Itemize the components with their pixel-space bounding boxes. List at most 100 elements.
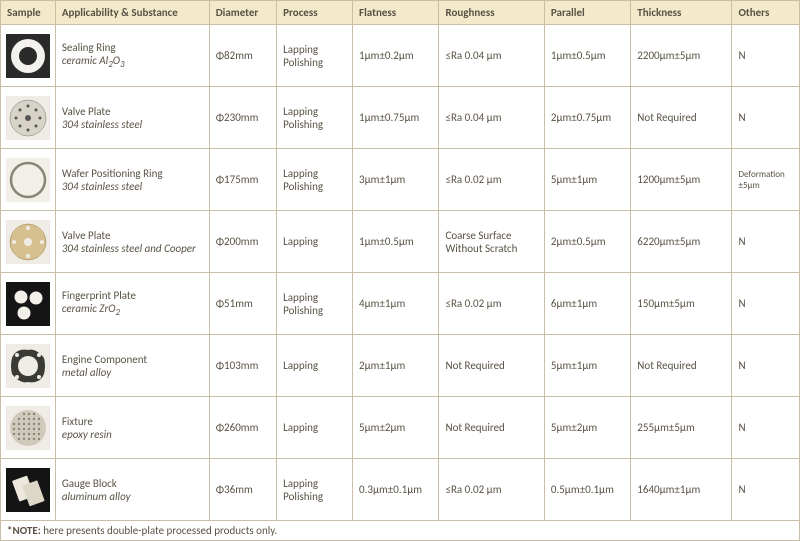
flatness-cell: 3μm±1μm	[353, 149, 439, 211]
process-cell: Lapping Polishing	[277, 87, 353, 149]
table-row: Valve Plate304 stainless steelΦ230mmLapp…	[1, 87, 800, 149]
roughness-cell: Not Required	[439, 397, 544, 459]
product-name: Sealing Ring	[62, 41, 203, 54]
sample-icon-cell	[1, 335, 56, 397]
process-cell: Lapping Polishing	[277, 273, 353, 335]
thickness-cell: 255μm±5μm	[631, 397, 732, 459]
product-substance: aluminum alloy	[62, 490, 203, 503]
applicability-cell: Fingerprint Plateceramic ZrO2	[55, 273, 209, 335]
table-row: Engine Componentmetal alloyΦ103mmLapping…	[1, 335, 800, 397]
others-cell: N	[732, 335, 800, 397]
parallel-cell: 0.5μm±0.1μm	[544, 459, 630, 521]
note-row: *NOTE: here presents double-plate proces…	[1, 521, 800, 541]
thickness-cell: Not Required	[631, 335, 732, 397]
thin-ring-icon	[6, 158, 50, 202]
parallel-cell: 5μm±1μm	[544, 149, 630, 211]
diameter-cell: Φ200mm	[209, 211, 276, 273]
others-cell: N	[732, 25, 800, 87]
roughness-cell: ≤Ra 0.02 μm	[439, 149, 544, 211]
diameter-cell: Φ36mm	[209, 459, 276, 521]
fixture-grid-icon	[6, 406, 50, 450]
thickness-cell: Not Required	[631, 87, 732, 149]
diameter-cell: Φ230mm	[209, 87, 276, 149]
product-name: Gauge Block	[62, 477, 203, 490]
applicability-cell: Sealing Ringceramic Al2O3	[55, 25, 209, 87]
roughness-cell: ≤Ra 0.04 μm	[439, 25, 544, 87]
sample-icon-cell	[1, 211, 56, 273]
table-row: Fixtureepoxy resinΦ260mmLapping5μm±2μmNo…	[1, 397, 800, 459]
diameter-cell: Φ103mm	[209, 335, 276, 397]
process-cell: Lapping Polishing	[277, 25, 353, 87]
sample-icon-cell	[1, 273, 56, 335]
sample-icon-cell	[1, 397, 56, 459]
others-cell: N	[732, 459, 800, 521]
product-substance: ceramic Al2O3	[62, 54, 203, 70]
product-name: Engine Component	[62, 353, 203, 366]
column-header: Flatness	[353, 1, 439, 25]
product-substance: 304 stainless steel	[62, 180, 203, 193]
column-header: Others	[732, 1, 800, 25]
copper-plate-icon	[6, 220, 50, 264]
column-header: Thickness	[631, 1, 732, 25]
process-cell: Lapping	[277, 397, 353, 459]
roughness-cell: Not Required	[439, 335, 544, 397]
flatness-cell: 1μm±0.2μm	[353, 25, 439, 87]
diameter-cell: Φ175mm	[209, 149, 276, 211]
applicability-cell: Valve Plate304 stainless steel and Coope…	[55, 211, 209, 273]
applicability-cell: Engine Componentmetal alloy	[55, 335, 209, 397]
product-name: Fingerprint Plate	[62, 289, 203, 302]
product-name: Wafer Positioning Ring	[62, 167, 203, 180]
flatness-cell: 4μm±1μm	[353, 273, 439, 335]
roughness-cell: ≤Ra 0.02 μm	[439, 273, 544, 335]
gauge-block-icon	[6, 468, 50, 512]
parallel-cell: 5μm±2μm	[544, 397, 630, 459]
diameter-cell: Φ82mm	[209, 25, 276, 87]
applicability-cell: Fixtureepoxy resin	[55, 397, 209, 459]
engine-part-icon	[6, 344, 50, 388]
flatness-cell: 1μm±0.75μm	[353, 87, 439, 149]
ring-plain-icon	[6, 34, 50, 78]
flatness-cell: 0.3μm±0.1μm	[353, 459, 439, 521]
applicability-cell: Gauge Blockaluminum alloy	[55, 459, 209, 521]
process-cell: Lapping Polishing	[277, 459, 353, 521]
spec-table: SampleApplicability & SubstanceDiameterP…	[0, 0, 800, 541]
product-substance: ceramic ZrO2	[62, 302, 203, 318]
product-substance: metal alloy	[62, 366, 203, 379]
thickness-cell: 150μm±5μm	[631, 273, 732, 335]
table-row: Gauge Blockaluminum alloyΦ36mmLapping Po…	[1, 459, 800, 521]
flatness-cell: 2μm±1μm	[353, 335, 439, 397]
sample-icon-cell	[1, 459, 56, 521]
product-substance: 304 stainless steel	[62, 118, 203, 131]
applicability-cell: Valve Plate304 stainless steel	[55, 87, 209, 149]
parallel-cell: 2μm±0.5μm	[544, 211, 630, 273]
table-row: Valve Plate304 stainless steel and Coope…	[1, 211, 800, 273]
process-cell: Lapping	[277, 211, 353, 273]
thickness-cell: 1640μm±1μm	[631, 459, 732, 521]
note-text: here presents double-plate processed pro…	[41, 524, 278, 537]
parallel-cell: 1μm±0.5μm	[544, 25, 630, 87]
others-cell: N	[732, 397, 800, 459]
sample-icon-cell	[1, 149, 56, 211]
flatness-cell: 1μm±0.5μm	[353, 211, 439, 273]
parallel-cell: 6μm±1μm	[544, 273, 630, 335]
sample-icon-cell	[1, 25, 56, 87]
table-row: Sealing Ringceramic Al2O3Φ82mmLapping Po…	[1, 25, 800, 87]
thickness-cell: 1200μm±5μm	[631, 149, 732, 211]
product-substance: epoxy resin	[62, 428, 203, 441]
product-name: Valve Plate	[62, 229, 203, 242]
roughness-cell: ≤Ra 0.02 μm	[439, 459, 544, 521]
parallel-cell: 5μm±1μm	[544, 335, 630, 397]
three-dots-icon	[6, 282, 50, 326]
flatness-cell: 5μm±2μm	[353, 397, 439, 459]
column-header: Applicability & Substance	[55, 1, 209, 25]
others-cell: N	[732, 87, 800, 149]
note-prefix: *NOTE:	[7, 524, 41, 537]
column-header: Diameter	[209, 1, 276, 25]
table-header-row: SampleApplicability & SubstanceDiameterP…	[1, 1, 800, 25]
roughness-cell: ≤Ra 0.04 μm	[439, 87, 544, 149]
process-cell: Lapping Polishing	[277, 149, 353, 211]
sample-icon-cell	[1, 87, 56, 149]
thickness-cell: 6220μm±5μm	[631, 211, 732, 273]
others-cell: Deformation ±5μm	[732, 149, 800, 211]
product-substance: 304 stainless steel and Cooper	[62, 242, 203, 255]
